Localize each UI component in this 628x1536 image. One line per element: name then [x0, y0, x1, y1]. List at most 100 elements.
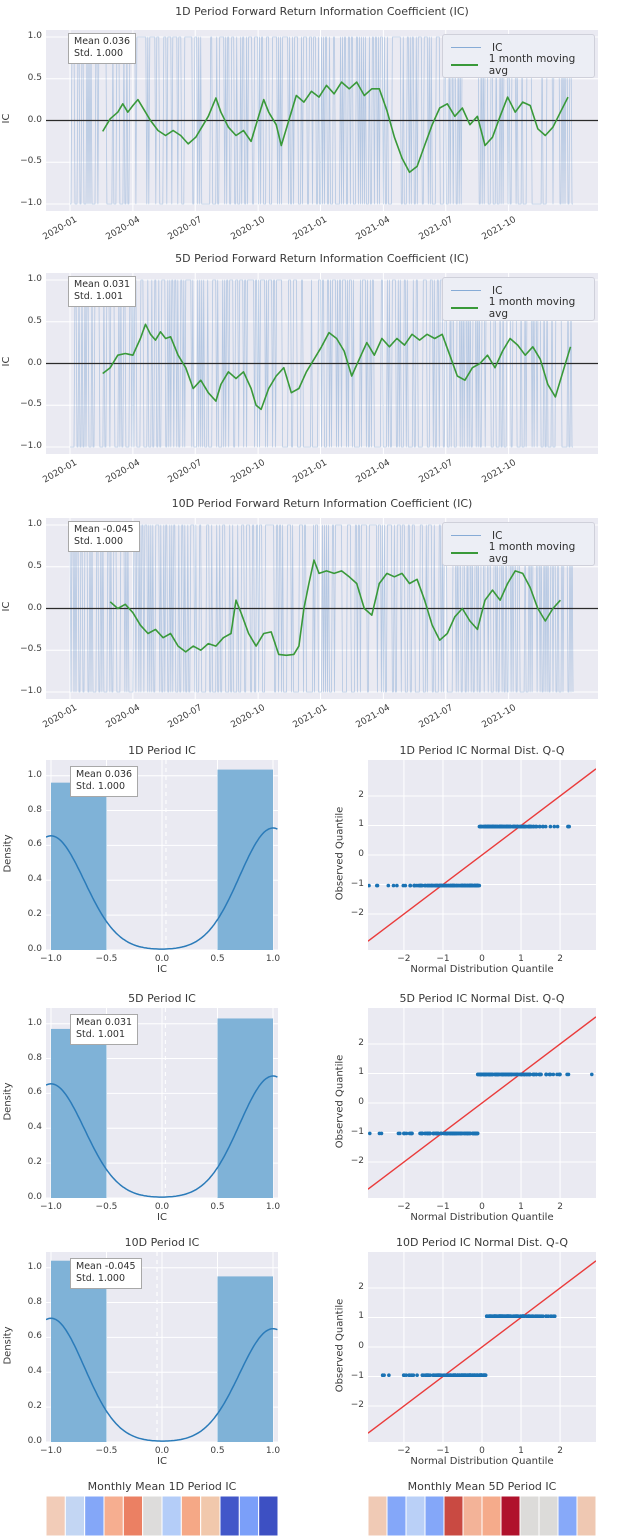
chart-title: 10D Period IC Normal Dist. Q-Q: [395, 1236, 569, 1249]
legend-item-ma: 1 month moving avg: [451, 541, 586, 565]
x-tick-label: 1.0: [265, 1446, 281, 1456]
moving-avg-line-swatch: [451, 63, 478, 66]
x-tick-label: −1: [436, 1446, 450, 1456]
y-axis-label: Density: [2, 1082, 14, 1121]
legend-item-ic: IC: [451, 282, 586, 299]
y-tick-label: −0.5: [20, 399, 42, 410]
y-tick-label: 0.0: [27, 114, 42, 125]
x-tick-label: 0.0: [154, 1446, 170, 1456]
stats-annotation: Mean 0.031 Std. 1.001: [68, 276, 137, 307]
plot-area-qq-10d: [368, 1252, 596, 1442]
y-tick-label: 0: [358, 1097, 364, 1107]
x-tick-label: 2021-01: [291, 458, 330, 486]
x-tick-label: 2021-04: [354, 703, 393, 731]
y-tick-label: −1.0: [20, 685, 42, 696]
y-tick-label: 0.6: [27, 1331, 42, 1342]
chart-title: Monthly Mean 5D Period IC: [407, 1480, 557, 1493]
x-tick-label: 2020-01: [41, 458, 79, 486]
x-axis-label: Normal Distribution Quantile: [410, 1456, 554, 1467]
stats-annotation: Mean 0.036 Std. 1.000: [70, 766, 139, 797]
y-tick-label: 0.5: [27, 560, 42, 571]
x-tick-label: 2020-04: [104, 458, 142, 486]
y-tick-label: 1: [358, 1311, 364, 1322]
y-tick-label: 0.0: [27, 944, 42, 954]
mean-value: Mean 0.031: [76, 1017, 133, 1028]
y-tick-label: −1: [350, 1370, 364, 1381]
stats-annotation: Mean 0.031 Std. 1.001: [70, 1014, 139, 1045]
x-tick-label: −0.5: [95, 1202, 118, 1212]
mean-value: Mean 0.036: [74, 36, 131, 47]
legend-item-ic: IC: [451, 527, 586, 544]
plot-area-qq-1d: [368, 760, 596, 950]
y-tick-label: 2: [358, 789, 364, 800]
x-tick-label: 2021-07: [417, 215, 455, 243]
y-tick-label: −1.0: [20, 197, 42, 208]
legend-label: 1 month moving avg: [488, 540, 576, 565]
ic-line-swatch: [451, 535, 481, 536]
y-tick-label: −0.5: [20, 644, 42, 655]
x-tick-label: 0.0: [154, 954, 170, 964]
x-tick-label: 2021-01: [291, 215, 330, 243]
std-value: Std. 1.001: [76, 1029, 126, 1041]
x-tick-label: 2020-07: [166, 215, 205, 243]
chart-title: 10D Period Forward Return Information Co…: [171, 497, 473, 510]
y-tick-label: −2: [350, 1400, 364, 1410]
y-tick-label: 0.2: [27, 909, 42, 920]
x-tick-label: 2021-01: [291, 703, 330, 731]
y-tick-label: 1.0: [27, 1017, 42, 1028]
x-tick-label: 2021-04: [354, 215, 393, 243]
stats-annotation: Mean 0.036 Std. 1.000: [68, 33, 137, 64]
y-tick-label: 0: [358, 1341, 364, 1351]
y-tick-label: 0.6: [27, 839, 42, 850]
y-tick-label: 1.0: [27, 274, 42, 284]
std-value: Std. 1.000: [74, 48, 124, 60]
x-axis-label: IC: [157, 1212, 167, 1223]
x-tick-label: −1.0: [40, 1446, 62, 1456]
x-tick-label: 2020-04: [104, 703, 142, 731]
mean-value: Mean -0.045: [76, 1261, 136, 1272]
y-tick-label: 2: [358, 1037, 364, 1048]
ic-line-swatch: [451, 47, 481, 48]
y-tick-label: 0.2: [27, 1157, 42, 1168]
y-tick-label: 0.0: [27, 1436, 42, 1446]
x-tick-label: 2021-10: [480, 703, 518, 731]
plot-area-qq-5d: [368, 1008, 596, 1198]
legend-label: 1 month moving avg: [488, 295, 576, 320]
y-tick-label: −1.0: [20, 440, 42, 451]
legend: IC 1 month moving avg: [442, 277, 595, 321]
y-tick-label: 0.2: [27, 1401, 42, 1412]
y-tick-label: 0.4: [27, 874, 42, 885]
x-tick-label: −2: [397, 1446, 411, 1456]
y-tick-label: −1: [350, 1126, 364, 1137]
y-tick-label: −2: [350, 908, 364, 918]
x-tick-label: 0: [479, 954, 485, 964]
y-tick-label: 0.8: [27, 1296, 42, 1307]
plot-area-hist-5d: [46, 1008, 278, 1198]
x-tick-label: 1: [518, 1202, 524, 1212]
y-tick-label: 2: [358, 1281, 364, 1292]
x-axis-label: Normal Distribution Quantile: [410, 964, 554, 975]
legend-item-ma: 1 month moving avg: [451, 296, 586, 320]
y-tick-label: −2: [350, 1156, 364, 1166]
x-tick-label: 2: [557, 1202, 563, 1212]
x-tick-label: 1: [518, 954, 524, 964]
chart-title: 10D Period IC: [124, 1236, 200, 1249]
x-tick-label: 2021-10: [480, 458, 518, 486]
heatmap-strip-1d: [46, 1496, 278, 1536]
y-tick-label: 0.8: [27, 804, 42, 815]
x-tick-label: 2020-10: [229, 215, 268, 243]
moving-avg-line-swatch: [451, 551, 478, 554]
x-tick-label: 1: [518, 1446, 524, 1456]
y-tick-label: 1.0: [27, 519, 42, 529]
y-tick-label: 0.0: [27, 602, 42, 613]
y-tick-label: 1.0: [27, 769, 42, 780]
moving-avg-line-swatch: [451, 306, 478, 309]
y-tick-label: 0.5: [27, 315, 42, 326]
chart-title: 5D Period Forward Return Information Coe…: [175, 252, 469, 265]
x-tick-label: 2020-04: [104, 215, 142, 243]
x-tick-label: 2021-07: [417, 703, 455, 731]
x-tick-label: −1.0: [40, 954, 62, 964]
x-tick-label: −2: [397, 1202, 411, 1212]
std-value: Std. 1.000: [74, 536, 124, 548]
legend-label: IC: [492, 529, 503, 542]
